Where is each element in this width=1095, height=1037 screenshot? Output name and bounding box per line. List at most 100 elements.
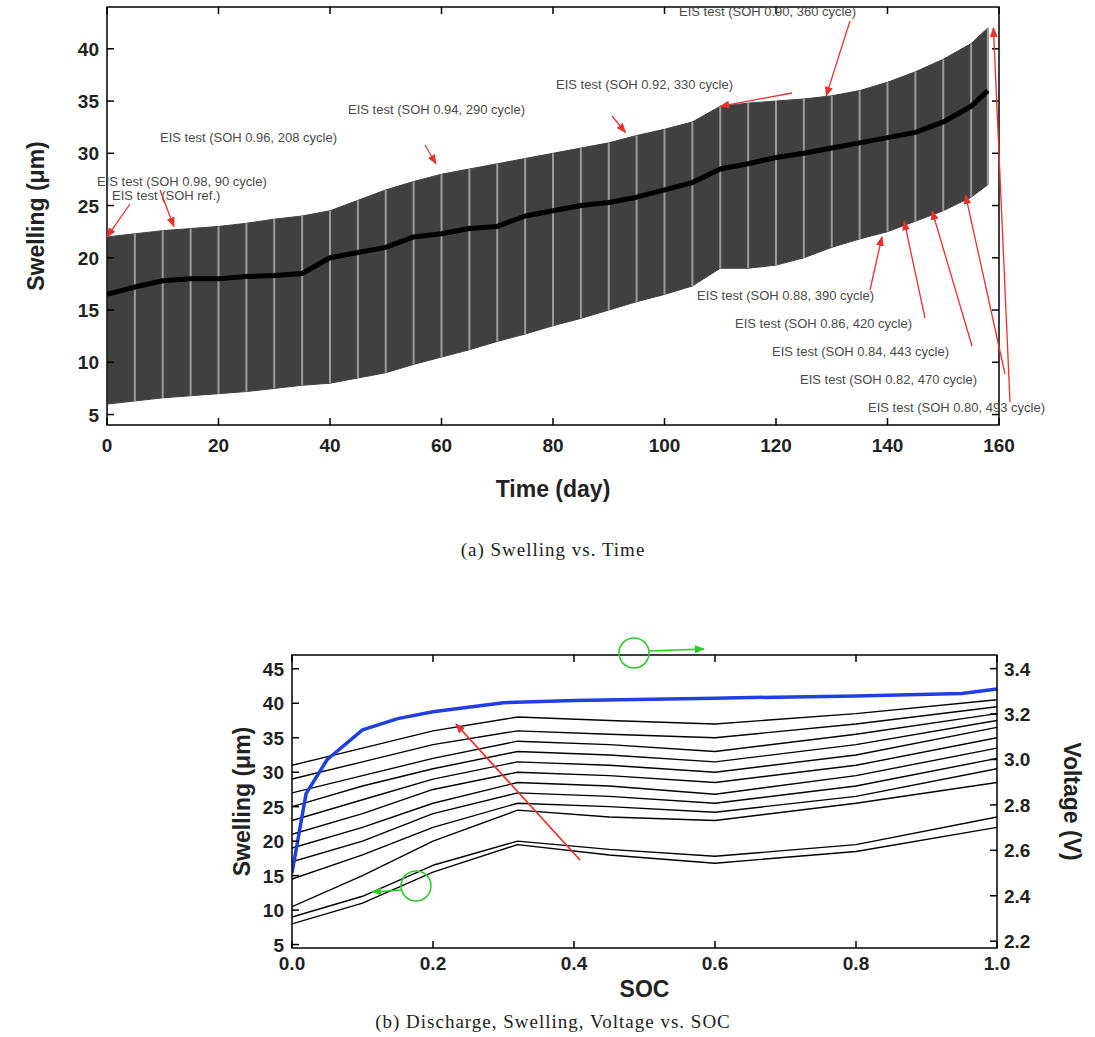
band-stripe: [747, 103, 749, 268]
annotation-arrow: [107, 204, 130, 237]
y-tick: [107, 48, 114, 50]
voltage-line: [292, 689, 997, 873]
y2-tick: [990, 850, 997, 852]
x-tick-label: 0.6: [702, 953, 728, 974]
annotation-text: EIS test (SOH 0.84, 443 cycle): [772, 344, 949, 359]
y-tick: [292, 840, 299, 842]
swelling-line: [292, 700, 997, 766]
band-stripe: [190, 229, 192, 396]
x-tick-top: [855, 655, 857, 662]
swelling-line: [292, 817, 997, 917]
y-tick-label: 15: [78, 300, 100, 321]
y-tick-label: 25: [78, 196, 100, 217]
x-tick-label: 100: [649, 435, 681, 456]
y2-tick-label: 2.8: [1004, 795, 1030, 816]
band-stripe: [162, 231, 164, 398]
axes: 020406080100120140160510152025303540Time…: [23, 7, 1015, 502]
annotation-text: EIS test (SOH 0.94, 290 cycle): [348, 102, 525, 117]
band-stripe: [803, 99, 805, 258]
band-stripe: [496, 164, 498, 342]
y2-tick: [990, 895, 997, 897]
y-tick-label: 30: [78, 143, 99, 164]
x-tick-label: 60: [431, 435, 452, 456]
band-stripe: [636, 136, 638, 302]
y-tick-label: 20: [263, 831, 284, 852]
band-stripe: [524, 159, 526, 335]
x-tick-label: 140: [872, 435, 904, 456]
annotation-arrow: [966, 195, 1005, 374]
swelling-line: [292, 748, 997, 848]
band-stripe: [413, 182, 415, 365]
annotation-text: EIS test (SOH ref.): [112, 188, 220, 203]
x-tick-label: 0.8: [843, 953, 869, 974]
trend-arrow: [456, 724, 580, 860]
axis-marker-circle: [619, 638, 649, 668]
y-tick-label: 10: [263, 900, 284, 921]
y2-tick-label: 2.6: [1004, 840, 1030, 861]
band-stripe: [970, 44, 972, 198]
band-stripe: [691, 122, 693, 286]
annotation-text: EIS test (SOH 0.90, 360 cycle): [679, 4, 856, 19]
y-tick-right: [992, 153, 999, 155]
y2-tick-label: 3.0: [1004, 749, 1030, 770]
swelling-line: [292, 727, 997, 820]
swelling-line: [292, 769, 997, 879]
x-tick-label: 0.0: [279, 953, 305, 974]
y-tick: [292, 703, 299, 705]
y-tick: [107, 309, 114, 311]
y-tick: [292, 737, 299, 739]
y-tick-label: 5: [88, 405, 99, 426]
x-tick: [106, 418, 108, 425]
y-tick-right: [992, 309, 999, 311]
y-tick: [292, 771, 299, 773]
band-stripe: [385, 190, 387, 373]
y2-tick: [990, 759, 997, 761]
y-tick: [107, 257, 114, 259]
annotation-arrow: [870, 237, 882, 290]
annotation-arrow: [932, 211, 972, 346]
x-tick-top: [887, 7, 889, 14]
y-tick: [107, 153, 114, 155]
x-axis-title: SOC: [620, 976, 670, 1002]
x-tick: [329, 418, 331, 425]
x-tick-top: [291, 655, 293, 662]
annotation-arrow: [720, 93, 792, 106]
plot-area: [107, 28, 988, 404]
swelling-line: [292, 758, 997, 861]
band-stripe: [719, 106, 721, 268]
page: 020406080100120140160510152025303540Time…: [0, 0, 1095, 1037]
band-stripe: [134, 234, 136, 401]
x-tick-label: 0.4: [561, 953, 588, 974]
x-tick-top: [106, 7, 108, 14]
y-tick-label: 25: [263, 797, 285, 818]
band-stripe: [831, 96, 833, 248]
swelling-line: [292, 738, 997, 835]
annotation-arrow: [425, 145, 436, 164]
annotation-text: EIS test (SOH 0.92, 330 cycle): [556, 77, 733, 92]
caption: (b) Discharge, Swelling, Voltage vs. SOC: [375, 1011, 731, 1033]
band-stripe: [218, 226, 220, 393]
annotation-arrow: [612, 116, 625, 132]
y2-tick: [990, 713, 997, 715]
x-tick: [218, 418, 220, 425]
y2-tick: [990, 940, 997, 942]
y-tick-right: [992, 257, 999, 259]
x-tick-top: [664, 7, 666, 14]
band-stripe: [887, 82, 889, 231]
swelling-mean-line: [107, 91, 988, 295]
axes: 0.00.20.40.60.81.0510152025303540452.22.…: [229, 655, 1085, 1002]
plot-frame: [107, 7, 999, 425]
y-tick-label: 35: [78, 91, 100, 112]
x-tick-top: [573, 655, 575, 662]
band-stripe: [245, 223, 247, 391]
y-tick: [107, 362, 114, 364]
x-tick-top: [996, 655, 998, 662]
band-stripe: [914, 72, 916, 221]
y2-tick-label: 2.2: [1004, 931, 1030, 952]
y-axis-title: Swelling (μm): [23, 141, 49, 291]
y-tick-label: 40: [78, 39, 99, 60]
x-tick-label: 80: [542, 435, 563, 456]
y-tick-label: 20: [78, 248, 99, 269]
y-tick: [107, 100, 114, 102]
x-tick: [573, 941, 575, 948]
